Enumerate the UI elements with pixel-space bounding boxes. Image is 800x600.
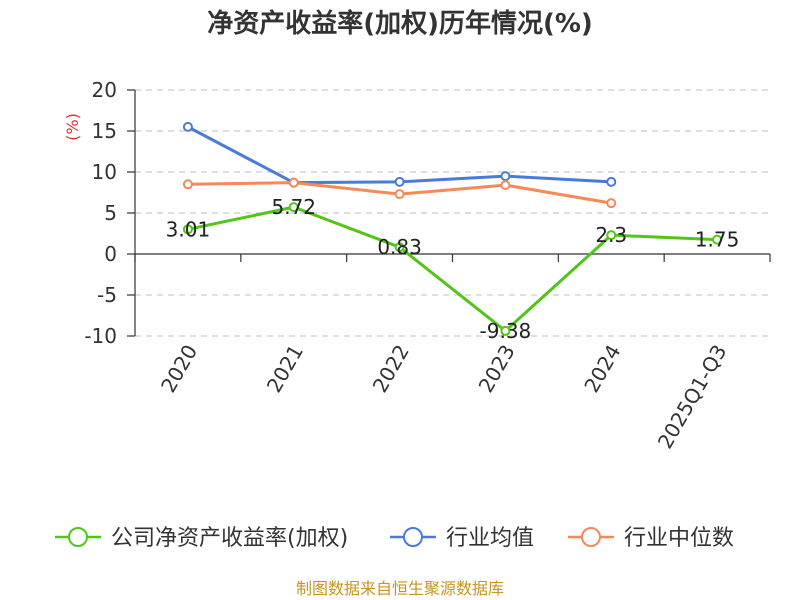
legend-label: 行业均值 <box>446 526 534 551</box>
y-tick-label: 10 <box>92 160 117 184</box>
legend-item: 公司净资产收益率(加权) <box>55 526 348 551</box>
data-point <box>500 325 511 336</box>
data-point <box>288 202 299 213</box>
legend-label: 公司净资产收益率(加权) <box>111 526 348 551</box>
data-point <box>288 177 299 188</box>
data-label: 5.72 <box>271 195 316 219</box>
x-tick-label: 2024 <box>579 341 625 397</box>
data-label: 2.3 <box>595 223 627 247</box>
chart-title: 净资产收益率(加权)历年情况(%) <box>207 8 593 39</box>
data-point <box>606 198 617 209</box>
y-axis-label: (%) <box>63 113 82 141</box>
data-label: 3.01 <box>166 217 211 241</box>
x-tick-label: 2025Q1-Q3 <box>653 341 732 453</box>
x-tick-label: 2021 <box>262 341 308 397</box>
data-point <box>182 179 193 190</box>
legend-label: 行业中位数 <box>624 526 734 551</box>
legend-item: 行业均值 <box>390 526 534 551</box>
y-tick-label: -5 <box>97 283 117 307</box>
y-tick-label: 20 <box>92 78 117 102</box>
y-tick-label: 15 <box>92 119 117 143</box>
data-point <box>394 242 405 253</box>
data-point <box>712 234 723 245</box>
data-point <box>500 180 511 191</box>
x-tick-label: 2022 <box>368 341 414 397</box>
legend-item: 行业中位数 <box>568 526 734 551</box>
y-tick-label: -10 <box>84 324 117 348</box>
data-point <box>182 224 193 235</box>
data-labels: 3.01 5.72 0.83 -9.38 2.3 1.75 <box>166 195 740 343</box>
axes: 20 15 10 5 0 -5 -10 2020 2021 2022 2023 2024 2025Q1-… <box>84 78 771 453</box>
source-note: 制图数据来自恒生聚源数据库 <box>296 579 504 598</box>
grid-lines <box>135 89 770 337</box>
data-point <box>606 176 617 187</box>
data-point <box>606 230 617 241</box>
data-point <box>394 189 405 200</box>
data-label: -9.38 <box>480 319 532 343</box>
legend-marker <box>581 527 601 547</box>
x-tick-label: 2020 <box>156 341 202 397</box>
data-label: 1.75 <box>695 228 740 252</box>
y-tick-label: 0 <box>104 242 117 266</box>
legend: 公司净资产收益率(加权) 行业均值 行业中位数 <box>55 526 734 551</box>
legend-marker <box>403 527 423 547</box>
data-point <box>500 171 511 182</box>
data-point <box>394 176 405 187</box>
data-point <box>182 121 193 132</box>
series-line <box>186 125 613 185</box>
series-line <box>186 205 719 333</box>
legend-marker <box>68 527 88 547</box>
data-label: 0.83 <box>377 235 422 259</box>
series-lines <box>182 121 723 336</box>
y-tick-label: 5 <box>104 201 117 225</box>
x-tick-label: 2023 <box>474 341 520 397</box>
